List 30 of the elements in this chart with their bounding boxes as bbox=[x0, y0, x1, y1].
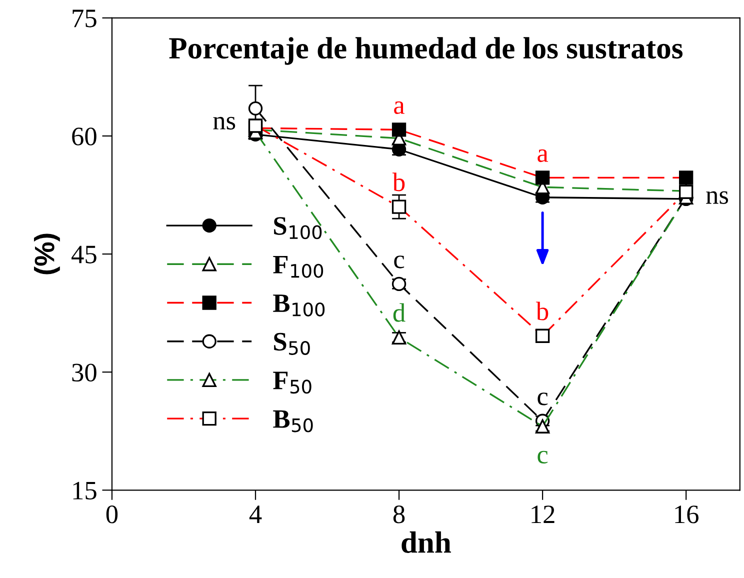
y-tick-label: 75 bbox=[72, 10, 96, 28]
y-tick-label: 45 bbox=[72, 246, 96, 264]
y-tick-label: 60 bbox=[72, 128, 96, 146]
legend-label: S$_{100}$ bbox=[274, 217, 322, 240]
annotation: ns bbox=[706, 191, 728, 204]
annotation: b bbox=[536, 302, 548, 320]
annotation: ns bbox=[213, 116, 236, 130]
x-axis-title: dnh bbox=[402, 531, 451, 553]
annotation: a bbox=[538, 149, 548, 162]
x-tick-label: 16 bbox=[675, 506, 698, 524]
legend-label: B$_{50}$ bbox=[273, 410, 313, 432]
y-tick-label: 30 bbox=[72, 364, 96, 382]
annotation: c bbox=[538, 392, 548, 406]
x-tick-label: 4 bbox=[249, 506, 262, 524]
annotation: c bbox=[394, 256, 404, 268]
x-tick-label: 12 bbox=[532, 506, 554, 524]
point bbox=[248, 101, 263, 116]
legend-label: B$_{100}$ bbox=[273, 294, 325, 316]
text: Porcentaje de humedad de los sustratos bbox=[169, 37, 683, 65]
y-axis-title: (%) bbox=[34, 234, 60, 274]
x-tick-label: 8 bbox=[393, 505, 405, 524]
legend-label: F$_{50}$ bbox=[273, 372, 312, 394]
x-tick-label: 0 bbox=[106, 505, 118, 524]
y-tick-label: 15 bbox=[73, 482, 96, 500]
annotation: a bbox=[394, 101, 405, 114]
annotation: b bbox=[392, 172, 405, 192]
legend-label: F$_{100}$ bbox=[273, 256, 324, 278]
annotation: d bbox=[393, 303, 406, 322]
annotation: c bbox=[538, 450, 548, 464]
legend-label: S$_{50}$ bbox=[274, 332, 310, 355]
